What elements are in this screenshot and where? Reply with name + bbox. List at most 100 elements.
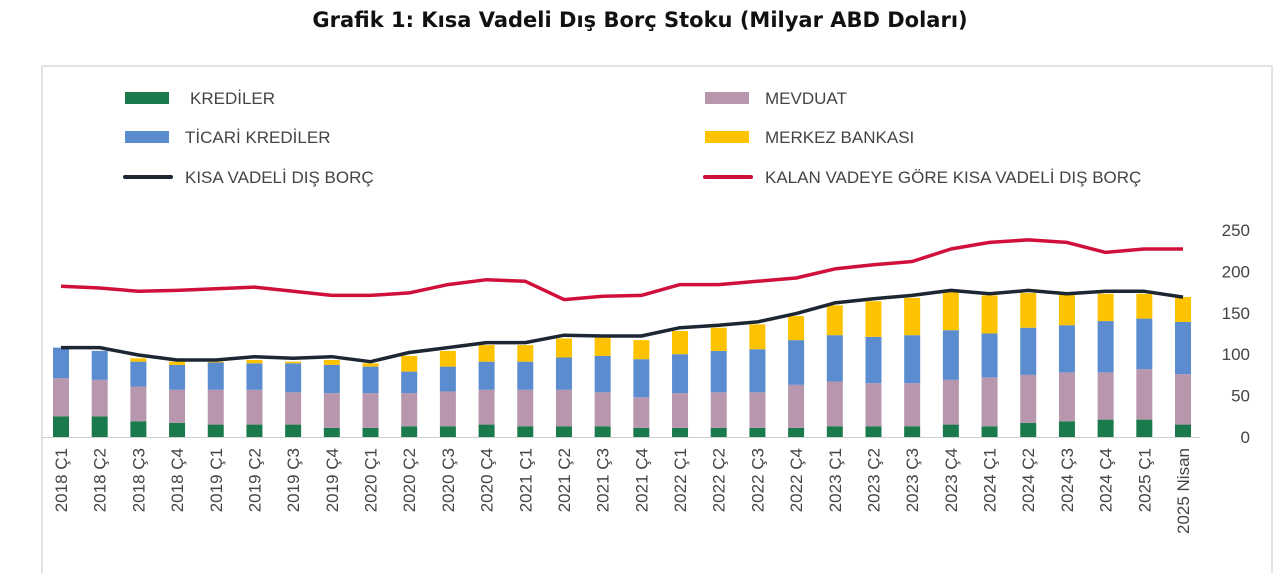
x-tick-label: 2021 Ç1: [516, 448, 535, 512]
bar-merkez-bankasi: [130, 358, 147, 362]
bar-merkez-bankasi: [672, 331, 689, 355]
bar-merkez-bankasi: [710, 327, 727, 351]
bar-kredi-ler: [826, 426, 843, 437]
bar-mevduat: [981, 377, 998, 427]
bar-mevduat: [130, 386, 147, 422]
bar-merkez-bankasi: [1136, 293, 1153, 319]
bar-kredi-ler: [285, 424, 302, 437]
bar-mevduat: [788, 384, 805, 428]
legend-label: KISA VADELİ DIŞ BORÇ: [185, 168, 374, 187]
bar-kredi-ler: [1058, 421, 1075, 437]
bar-merkez-bankasi: [749, 324, 766, 350]
bar-ti-cari-kredi-ler: [865, 336, 882, 384]
bar-merkez-bankasi: [1097, 293, 1114, 322]
chart-title: Grafik 1: Kısa Vadeli Dış Borç Stoku (Mi…: [312, 8, 968, 32]
bar-mevduat: [1058, 372, 1075, 422]
x-tick-label: 2025 Nisan: [1174, 448, 1193, 534]
bar-merkez-bankasi: [594, 337, 611, 356]
bar-kredi-ler: [207, 424, 224, 437]
bar-ti-cari-kredi-ler: [981, 333, 998, 378]
bar-mevduat: [710, 392, 727, 428]
x-tick-label: 2023 Ç2: [864, 448, 883, 512]
bar-kredi-ler: [981, 426, 998, 437]
bar-merkez-bankasi: [285, 361, 302, 364]
x-tick-label: 2019 Ç3: [284, 448, 303, 512]
bar-mevduat: [91, 379, 108, 417]
bar-merkez-bankasi: [246, 359, 263, 364]
bar-merkez-bankasi: [1175, 297, 1191, 322]
bar-merkez-bankasi: [826, 305, 843, 336]
bar-merkez-bankasi: [169, 361, 186, 365]
bar-mevduat: [53, 378, 69, 417]
bar-kredi-ler: [942, 424, 959, 437]
bar-merkez-bankasi: [401, 355, 418, 372]
legend-label: TİCARİ KREDİLER: [185, 128, 330, 147]
bar-ti-cari-kredi-ler: [942, 330, 959, 380]
bar-merkez-bankasi: [362, 363, 379, 367]
bar-mevduat: [555, 389, 572, 427]
bar-mevduat: [207, 389, 224, 425]
legend-swatch: [705, 92, 749, 104]
bar-mevduat: [1020, 374, 1037, 423]
bar-kredi-ler: [633, 427, 650, 437]
x-tick-label: 2023 Ç4: [942, 448, 961, 512]
bar-mevduat: [1175, 374, 1191, 425]
y-tick-label: 200: [1222, 262, 1250, 281]
legend-label: MERKEZ BANKASI: [765, 128, 914, 147]
bar-mevduat: [517, 389, 534, 427]
axes: 0 50 100 150 200 250 2018 Ç1 2018 Ç2 2018 Ç3 2018…: [42, 221, 1250, 534]
bar-ti-cari-kredi-ler: [555, 357, 572, 390]
bar-kredi-ler: [865, 426, 882, 437]
x-tick-label: 2019 Ç2: [245, 448, 264, 512]
bar-kredi-ler: [710, 427, 727, 437]
legend-swatch: [705, 131, 749, 143]
bar-kredi-ler: [439, 426, 456, 437]
x-tick-label: 2022 Ç1: [671, 448, 690, 512]
bar-ti-cari-kredi-ler: [207, 362, 224, 390]
bar-mevduat: [1097, 372, 1114, 420]
x-tick-label: 2025 Ç1: [1135, 448, 1154, 512]
bar-mevduat: [246, 389, 263, 425]
bar-ti-cari-kredi-ler: [633, 359, 650, 398]
bar-kredi-ler: [1175, 424, 1191, 437]
bar-merkez-bankasi: [1020, 292, 1037, 328]
bar-merkez-bankasi: [517, 345, 534, 362]
bar-kredi-ler: [904, 426, 921, 437]
bar-ti-cari-kredi-ler: [788, 340, 805, 385]
bar-mevduat: [904, 383, 921, 427]
y-tick-label: 50: [1231, 387, 1250, 406]
bar-mevduat: [323, 393, 340, 428]
bar-merkez-bankasi: [478, 345, 495, 362]
x-tick-label: 2020 Ç2: [400, 448, 419, 512]
bar-mevduat: [362, 393, 379, 428]
x-tick-label: 2019 Ç4: [323, 448, 342, 512]
x-tick-label: 2018 Ç2: [91, 448, 110, 512]
x-tick-label: 2020 Ç3: [439, 448, 458, 512]
bar-mevduat: [672, 393, 689, 428]
x-tick-label: 2023 Ç3: [903, 448, 922, 512]
x-tick-label: 2021 Ç3: [594, 448, 613, 512]
bar-kredi-ler: [323, 427, 340, 437]
bar-ti-cari-kredi-ler: [826, 335, 843, 382]
x-tick-label: 2018 Ç1: [52, 448, 71, 512]
bar-ti-cari-kredi-ler: [517, 361, 534, 390]
bar-kredi-ler: [91, 416, 108, 437]
x-tick-label: 2019 Ç1: [207, 448, 226, 512]
bar-mevduat: [594, 392, 611, 427]
bar-ti-cari-kredi-ler: [672, 354, 689, 394]
bar-ti-cari-kredi-ler: [1097, 321, 1114, 373]
bar-ti-cari-kredi-ler: [594, 355, 611, 393]
x-tick-label: 2022 Ç4: [787, 448, 806, 512]
bar-ti-cari-kredi-ler: [362, 366, 379, 394]
bar-kredi-ler: [362, 427, 379, 437]
legend-label: KALAN VADEYE GÖRE KISA VADELİ DIŞ BORÇ: [765, 168, 1141, 187]
bar-merkez-bankasi: [323, 359, 340, 365]
y-tick-label: 0: [1241, 428, 1250, 447]
legend-swatch: [125, 92, 169, 104]
bar-merkez-bankasi: [788, 316, 805, 341]
bar-ti-cari-kredi-ler: [91, 350, 108, 380]
bar-mevduat: [1136, 369, 1153, 420]
bar-merkez-bankasi: [555, 338, 572, 358]
bar-mevduat: [633, 397, 650, 428]
x-tick-label: 2018 Ç4: [168, 448, 187, 512]
